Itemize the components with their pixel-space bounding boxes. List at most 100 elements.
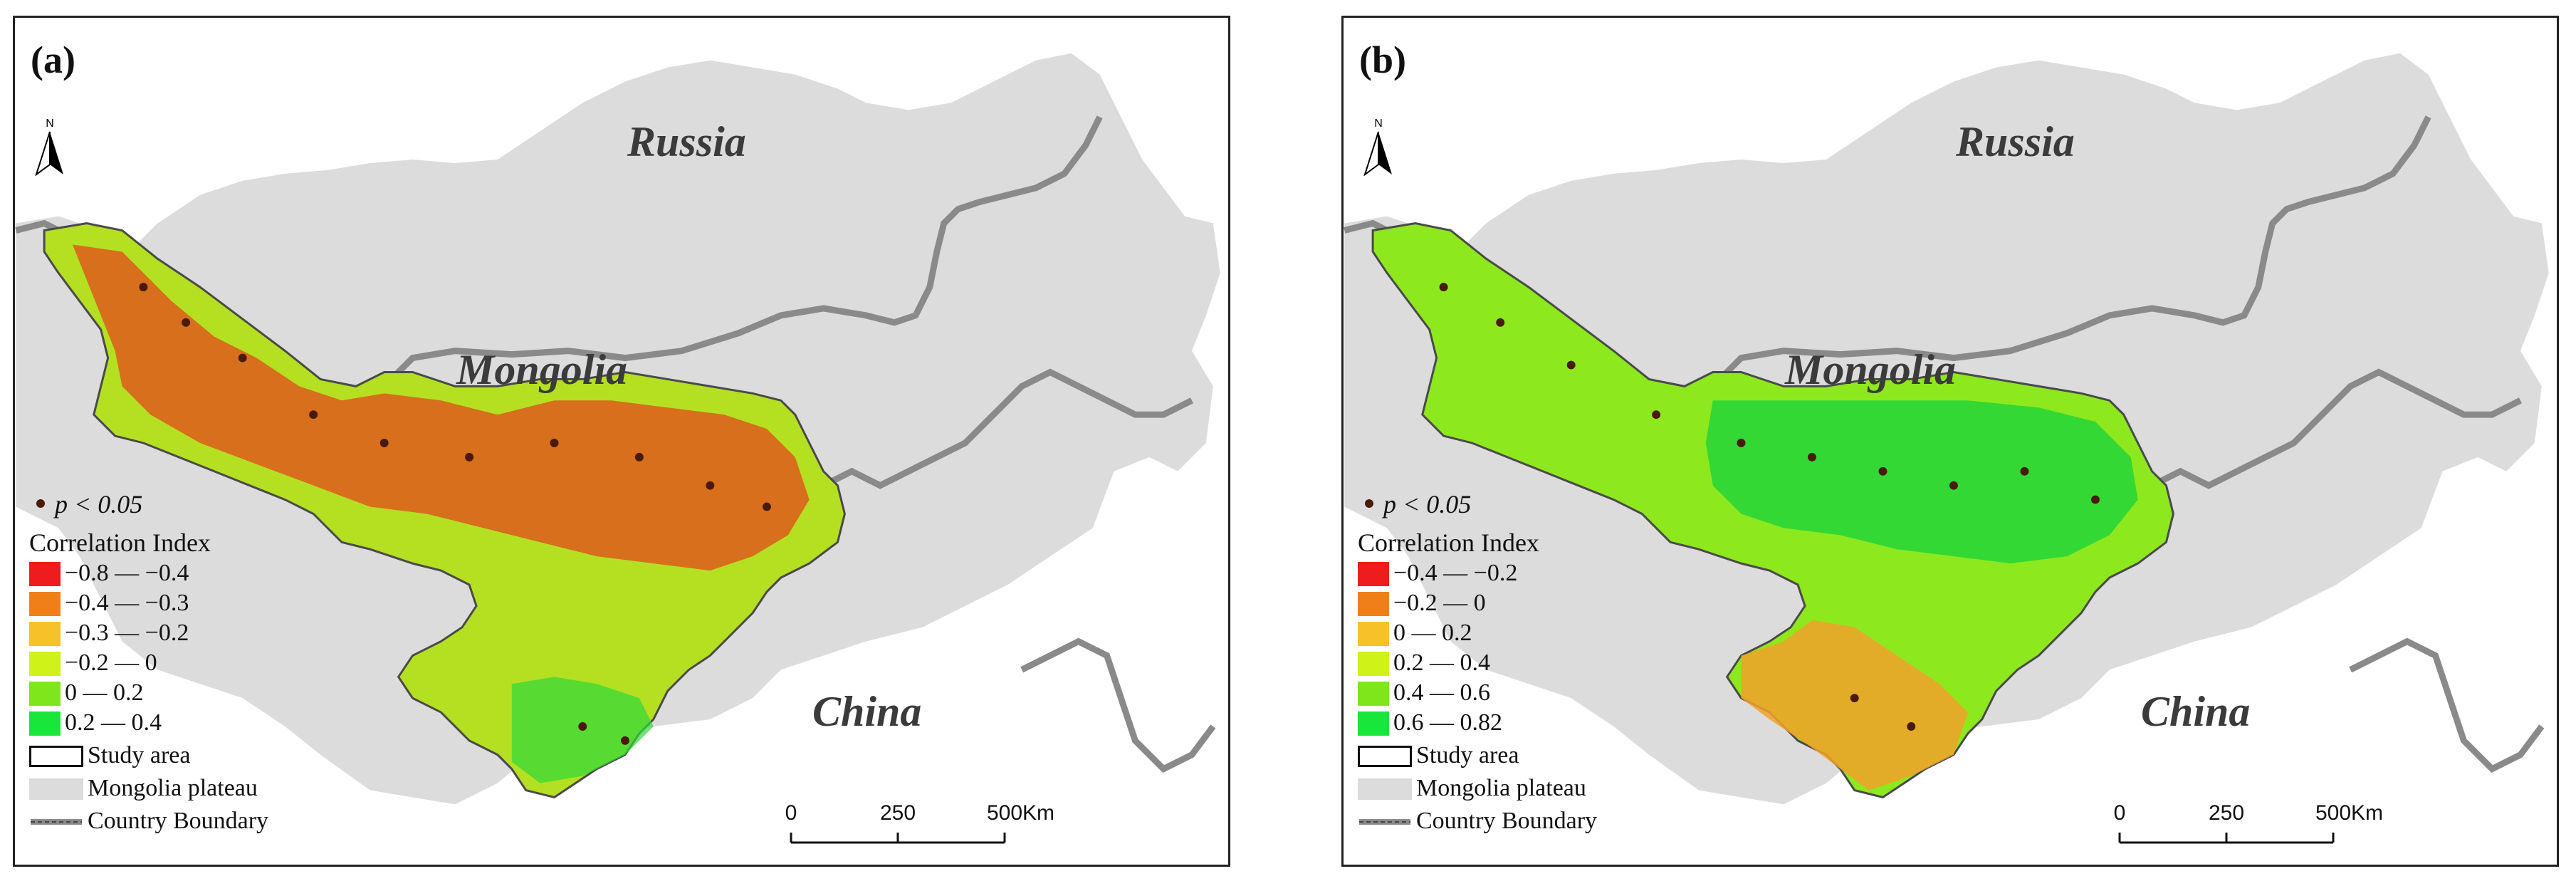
legend: p < 0.05 Correlation Index −0.4 — −0.2 −… bbox=[1358, 488, 1756, 837]
country-label-russia: Russia bbox=[1956, 118, 2075, 165]
legend-class-label: −0.4 — −0.3 bbox=[65, 590, 189, 616]
significance-dot bbox=[1439, 283, 1448, 292]
legend-swatch bbox=[1358, 652, 1389, 676]
southern-orange-patch bbox=[1741, 620, 1968, 791]
legend-class-row: −0.4 — −0.3 bbox=[29, 589, 428, 619]
significance-dot bbox=[379, 439, 389, 447]
legend-class-row: −0.4 — −0.2 bbox=[1358, 559, 1756, 589]
legend-title: Correlation Index bbox=[29, 528, 211, 557]
scale-unit: Km bbox=[2351, 801, 2383, 825]
legend-swatch bbox=[29, 711, 61, 736]
significance-dot bbox=[2020, 466, 2029, 476]
significance-dot bbox=[139, 283, 148, 292]
country-boundary-coast bbox=[2349, 637, 2545, 773]
significance-dot bbox=[1949, 481, 1958, 490]
plateau-swatch bbox=[29, 778, 83, 800]
significance-dot bbox=[578, 722, 587, 731]
significance-dot bbox=[706, 481, 715, 490]
significance-dot bbox=[1652, 410, 1661, 419]
scale-tick-label: 500 bbox=[986, 801, 1023, 825]
legend-class-row: 0.6 — 0.82 bbox=[1358, 709, 1756, 739]
legend-class-label: 0.2 — 0.4 bbox=[1393, 650, 1490, 676]
legend-class-label: 0.2 — 0.4 bbox=[65, 709, 162, 736]
significance-dot bbox=[621, 736, 629, 745]
scale-bar: 0 250 500 Km bbox=[2105, 801, 2383, 851]
north-label: N bbox=[1374, 118, 1383, 130]
legend-swatch bbox=[1358, 711, 1389, 736]
scale-tick-label: 250 bbox=[879, 801, 916, 825]
legend-class-label: −0.3 — −0.2 bbox=[65, 620, 189, 646]
scale-tick-label: 250 bbox=[2208, 801, 2245, 825]
plateau-swatch bbox=[1358, 778, 1412, 800]
legend-study-area-row: Study area bbox=[1358, 741, 1756, 771]
north-arrow: N bbox=[33, 118, 66, 179]
legend-class-row: 0.2 — 0.4 bbox=[1358, 649, 1756, 679]
significance-dot-icon bbox=[1365, 499, 1373, 508]
significance-dot bbox=[1907, 722, 1916, 731]
significance-dot bbox=[1808, 452, 1816, 462]
legend-class-label: −0.4 — −0.2 bbox=[1393, 560, 1518, 586]
map-panel-b: (b) N Russia Mongolia China p < 0.05 Cor… bbox=[1341, 16, 2559, 867]
legend-class-row: −0.8 — −0.4 bbox=[29, 559, 428, 589]
legend-swatch bbox=[29, 652, 61, 676]
legend-swatch bbox=[1358, 562, 1389, 586]
legend-plateau-row: Mongolia plateau bbox=[29, 774, 428, 804]
legend-class-label: −0.8 — −0.4 bbox=[65, 560, 189, 586]
north-arrow-icon bbox=[1363, 131, 1392, 177]
boundary-label: Country Boundary bbox=[88, 808, 269, 834]
scale-line bbox=[790, 833, 1006, 844]
significance-label: p < 0.05 bbox=[55, 490, 143, 518]
legend-plateau-row: Mongolia plateau bbox=[1358, 774, 1756, 804]
legend-swatch bbox=[1358, 682, 1389, 706]
legend-class-label: 0.4 — 0.6 bbox=[1393, 679, 1490, 706]
country-label-china: China bbox=[812, 688, 922, 735]
study-area-label: Study area bbox=[1416, 742, 1519, 768]
legend-swatch bbox=[29, 562, 61, 586]
map-canvas-b bbox=[1344, 53, 2549, 805]
study-area-label: Study area bbox=[88, 742, 191, 768]
study-area-swatch bbox=[1358, 746, 1412, 767]
study-area-swatch bbox=[29, 746, 83, 767]
country-label-china: China bbox=[2141, 688, 2251, 735]
panel-label: (a) bbox=[31, 38, 75, 81]
scale-line bbox=[2118, 833, 2335, 844]
legend: p < 0.05 Correlation Index −0.8 — −0.4 −… bbox=[29, 488, 428, 837]
legend-class-row: −0.3 — −0.2 bbox=[29, 619, 428, 649]
significance-label: p < 0.05 bbox=[1383, 490, 1472, 518]
panel-label: (b) bbox=[1359, 38, 1406, 81]
plateau-label: Mongolia plateau bbox=[1416, 775, 1586, 801]
scale-tick-label: 500 bbox=[2315, 801, 2352, 825]
legend-boundary-row: Country Boundary bbox=[29, 807, 428, 837]
scale-tick-label: 0 bbox=[785, 801, 797, 825]
legend-boundary-row: Country Boundary bbox=[1358, 807, 1756, 837]
plateau-label: Mongolia plateau bbox=[88, 775, 258, 801]
country-boundary-coast bbox=[1020, 637, 1216, 773]
significance-dot bbox=[309, 410, 318, 419]
legend-swatch bbox=[29, 622, 61, 646]
scale-tick-label: 0 bbox=[2113, 801, 2126, 825]
legend-class-row: −0.2 — 0 bbox=[1358, 589, 1756, 619]
high-correlation-core bbox=[1705, 400, 2138, 564]
significance-dot bbox=[238, 353, 247, 363]
negative-correlation-cluster bbox=[72, 244, 810, 571]
significance-dot bbox=[550, 439, 559, 447]
scale-unit: Km bbox=[1022, 801, 1054, 825]
legend-class-row: 0 — 0.2 bbox=[1358, 619, 1756, 649]
boundary-swatch bbox=[31, 819, 82, 825]
map-canvas-a bbox=[15, 53, 1220, 805]
legend-title: Correlation Index bbox=[1358, 528, 1539, 557]
significance-dot bbox=[763, 502, 771, 511]
significance-dot bbox=[1737, 439, 1746, 447]
significance-legend: p < 0.05 bbox=[36, 488, 428, 521]
legend-swatch bbox=[1358, 622, 1389, 646]
significance-dot bbox=[465, 452, 474, 462]
legend-swatch bbox=[29, 682, 61, 706]
north-arrow-icon bbox=[35, 131, 63, 177]
significance-dot bbox=[2091, 495, 2100, 504]
legend-swatch bbox=[1358, 592, 1389, 616]
boundary-label: Country Boundary bbox=[1416, 808, 1598, 834]
significance-dot bbox=[1850, 694, 1859, 703]
map-panel-a: (a) N Russia Mongolia China p < 0.05 Cor… bbox=[13, 16, 1230, 867]
country-label-mongolia: Mongolia bbox=[456, 346, 628, 393]
boundary-swatch bbox=[1359, 819, 1410, 825]
